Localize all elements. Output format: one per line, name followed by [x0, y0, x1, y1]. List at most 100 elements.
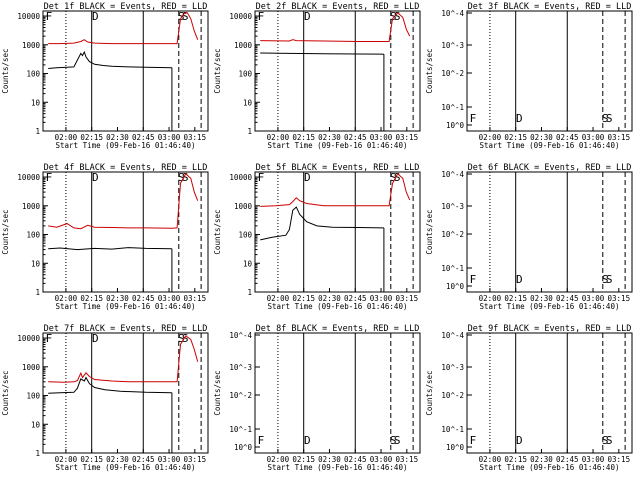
x-axis-label: Start Time (09-Feb-16 01:46:40) [56, 141, 196, 150]
x-tick-label: 02:15 [292, 133, 315, 142]
flag-mark-d: D [92, 10, 99, 23]
y-tick-label: 10^-2 [441, 69, 464, 78]
x-tick-label: 03:00 [582, 133, 605, 142]
flag-mark-f: F [46, 171, 53, 184]
y-tick-label: 1 [247, 127, 252, 136]
y-tick-label: 10^0 [446, 282, 465, 291]
x-tick-label: 03:00 [370, 294, 393, 303]
y-tick-label: 10^-1 [441, 425, 464, 434]
y-tick-label: 10^0 [446, 121, 465, 130]
flag-mark-d: D [304, 10, 311, 23]
x-tick-label: 02:45 [344, 133, 367, 142]
flag-mark-s: S [182, 171, 189, 184]
y-tick-label: 1 [35, 449, 40, 458]
plot-frame [42, 171, 209, 293]
y-tick-label: 10 [31, 259, 41, 268]
plot-frame [466, 332, 633, 454]
x-axis-label: Start Time (09-Feb-16 01:46:40) [268, 463, 408, 472]
flag-mark-s: S [178, 332, 185, 345]
y-tick-label: 10^-1 [229, 425, 252, 434]
flag-mark-f: F [470, 434, 477, 447]
x-tick-label: 02:30 [106, 455, 129, 464]
x-axis-label: Start Time (09-Feb-16 01:46:40) [268, 141, 408, 150]
flag-mark-d: D [304, 434, 311, 447]
x-tick-label: 03:15 [396, 294, 419, 303]
plot-frame [42, 332, 209, 454]
y-tick-label: 10^-2 [441, 230, 464, 239]
x-tick-label: 03:00 [582, 294, 605, 303]
flag-mark-f: F [470, 273, 477, 286]
x-tick-label: 02:30 [106, 133, 129, 142]
y-tick-label: 10000 [17, 173, 40, 182]
y-axis-label: Counts/sec [213, 209, 222, 254]
y-tick-label: 1000 [234, 202, 253, 211]
y-tick-label: 1 [247, 288, 252, 297]
x-tick-label: 02:00 [267, 455, 290, 464]
x-tick-label: 02:45 [132, 455, 155, 464]
y-tick-label: 10 [243, 259, 253, 268]
panel-title: Det 3f BLACK = Events, RED = LLD [468, 2, 632, 12]
y-tick-label: 10^-1 [441, 264, 464, 273]
x-tick-label: 02:00 [55, 294, 78, 303]
series-lld: LLD [48, 335, 199, 383]
plot-frame [254, 332, 421, 454]
y-tick-label: 1000 [22, 41, 41, 50]
flag-mark-d: D [304, 171, 311, 184]
x-tick-label: 03:00 [370, 455, 393, 464]
flag-mark-s: S [390, 171, 397, 184]
x-tick-label: 02:00 [55, 455, 78, 464]
x-tick-label: 03:00 [158, 294, 181, 303]
flag-mark-s: S [602, 273, 609, 286]
panel-title: Det 2f BLACK = Events, RED = LLD [256, 2, 420, 12]
y-tick-label: 10000 [17, 334, 40, 343]
y-tick-label: 10^-4 [229, 331, 252, 340]
y-tick-label: 100 [26, 70, 40, 79]
y-tick-label: 10 [243, 98, 253, 107]
x-tick-label: 02:15 [504, 455, 527, 464]
x-tick-label: 02:45 [556, 294, 579, 303]
panel-det-5: Det 5f BLACK = Events, RED = LLD 02:00 02:… [213, 163, 421, 311]
y-tick-label: 10^-3 [441, 363, 464, 372]
panel-title: Det 9f BLACK = Events, RED = LLD [468, 324, 632, 334]
y-tick-label: 10^-4 [441, 331, 464, 340]
panel-title: Det 7f BLACK = Events, RED = LLD [44, 324, 208, 334]
x-tick-label: 02:00 [267, 133, 290, 142]
x-tick-label: 03:00 [582, 455, 605, 464]
y-tick-label: 100 [26, 392, 40, 401]
x-tick-label: 02:45 [344, 294, 367, 303]
y-axis-label: Counts/sec [425, 370, 434, 415]
y-tick-label: 1000 [234, 41, 253, 50]
x-tick-label: 02:00 [267, 294, 290, 303]
x-tick-label: 02:00 [55, 133, 78, 142]
x-tick-label: 03:00 [158, 455, 181, 464]
y-axis-label: Counts/sec [213, 48, 222, 93]
panel-title: Det 8f BLACK = Events, RED = LLD [256, 324, 420, 334]
x-tick-label: 02:15 [80, 455, 103, 464]
flag-mark-s: S [182, 10, 189, 23]
y-tick-label: 10^-3 [229, 363, 252, 372]
panel-title: Det 5f BLACK = Events, RED = LLD [256, 163, 420, 173]
flag-mark-s: S [178, 171, 185, 184]
y-tick-label: 1000 [22, 202, 41, 211]
flag-mark-f: F [258, 10, 265, 23]
y-tick-label: 10000 [229, 173, 252, 182]
y-tick-label: 10^-4 [441, 170, 464, 179]
x-tick-label: 03:15 [184, 133, 207, 142]
y-tick-label: 10^-2 [229, 391, 252, 400]
flag-mark-f: F [46, 332, 53, 345]
series-lld: LLD [48, 173, 199, 230]
panel-title: Det 6f BLACK = Events, RED = LLD [468, 163, 632, 173]
x-tick-label: 02:00 [479, 455, 502, 464]
x-tick-label: 02:45 [556, 455, 579, 464]
y-tick-label: 1 [35, 127, 40, 136]
x-axis-label: Start Time (09-Feb-16 01:46:40) [268, 302, 408, 311]
y-tick-label: 100 [26, 231, 40, 240]
flag-mark-d: D [516, 434, 523, 447]
flag-mark-s: S [394, 10, 401, 23]
flag-mark-s: S [390, 434, 397, 447]
x-tick-label: 02:30 [318, 133, 341, 142]
